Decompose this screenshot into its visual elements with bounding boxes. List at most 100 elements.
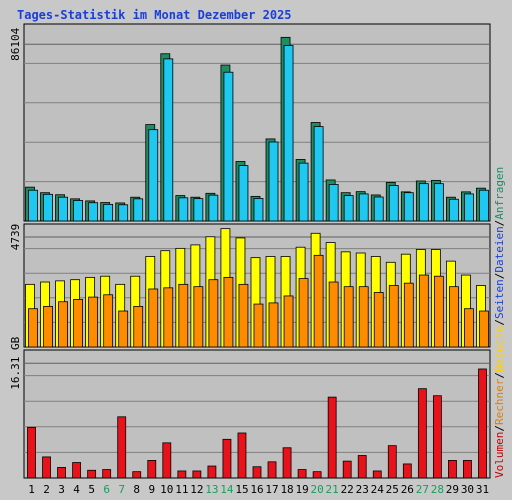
bar-dateien-day-11 [178,197,189,222]
bar-volumen-day-1 [27,426,36,479]
x-tick-label-day-9: 9 [148,483,155,496]
bar-dateien-day-23 [358,193,369,222]
bar-seiten-day-25 [388,285,399,348]
bar-dateien-day-13 [208,194,219,222]
bar-seiten-day-20 [313,254,324,348]
bar-seiten-day-29 [449,286,459,348]
x-tick-label-day-24: 24 [371,483,385,496]
bar-seiten-day-3 [58,301,68,348]
bar-seiten-day-13 [208,279,219,348]
bar-dateien-day-18 [283,45,294,222]
bar-seiten-day-30 [464,308,474,348]
bar-dateien-day-5 [88,202,99,222]
bar-volumen-day-21 [327,396,337,479]
bar-volumen-day-10 [162,442,172,479]
bar-volumen-day-26 [402,463,412,479]
bar-volumen-day-14 [222,438,232,479]
x-tick-label-day-10: 10 [160,483,173,496]
x-tick-label-day-18: 18 [280,483,293,496]
y-tick-label-top: 86104 [9,27,22,60]
bar-volumen-day-17 [267,461,277,479]
bar-volumen-day-13 [207,465,217,479]
bar-seiten-day-17 [268,302,279,348]
legend-entry-rechner: Rechner [493,378,506,425]
y-tick-label-middle: 4739 [9,224,22,251]
bar-seiten-day-28 [433,275,444,348]
bar-volumen-day-8 [132,471,142,479]
bar-dateien-day-7 [118,204,129,222]
x-tick-label-day-26: 26 [401,483,414,496]
bar-volumen-day-2 [42,456,51,479]
x-tick-label-day-23: 23 [356,483,369,496]
legend-separator: / [493,425,506,432]
bar-volumen-day-20 [312,471,322,479]
bar-dateien-day-2 [43,193,53,222]
bar-dateien-day-29 [449,198,459,222]
bar-seiten-day-23 [358,286,369,348]
panel-top: 86104 [9,23,491,222]
x-tick-label-day-14: 14 [220,483,234,496]
x-tick-label-day-13: 13 [205,483,218,496]
bar-seiten-day-14 [223,276,234,348]
bar-volumen-day-24 [372,470,382,479]
bar-dateien-day-12 [193,198,204,222]
panel-bottom-background [23,349,491,479]
x-tick-label-day-16: 16 [250,483,263,496]
bar-dateien-day-10 [163,58,174,222]
bar-volumen-day-15 [237,432,247,479]
bar-seiten-day-8 [133,305,144,348]
bar-seiten-day-16 [253,303,264,348]
bar-seiten-day-26 [403,282,414,348]
bar-volumen-day-28 [432,395,442,479]
bar-seiten-day-27 [418,274,429,348]
bar-seiten-day-5 [88,296,99,348]
bar-dateien-day-31 [479,189,489,222]
x-tick-label-day-28: 28 [431,483,444,496]
bar-seiten-day-11 [178,283,189,348]
x-tick-label-day-20: 20 [311,483,324,496]
bar-volumen-day-5 [87,469,97,479]
bar-dateien-day-14 [223,71,234,222]
bar-dateien-day-16 [253,198,264,222]
legend-separator: / [493,319,506,326]
y-tick-label-bottom: 16.31 GB [9,336,22,389]
bar-volumen-day-11 [177,470,187,479]
legend-entry-besuche: Besuche [493,326,506,372]
bar-dateien-day-3 [58,196,68,222]
bar-seiten-day-10 [163,287,174,348]
legend-separator: / [493,220,506,227]
bar-dateien-day-28 [433,183,444,222]
legend-text: Volumen/Rechner/Besuche/Seiten/Dateien/A… [493,167,506,478]
bar-dateien-day-21 [328,184,339,222]
panel-top-background [23,23,491,222]
bar-seiten-day-31 [479,310,489,348]
bar-seiten-day-12 [193,286,204,348]
bar-volumen-day-7 [117,416,127,479]
panel-bottom: 16.31 GB [9,336,491,479]
panel-middle: 4739 [9,223,491,348]
x-tick-label-day-21: 21 [326,483,339,496]
bar-dateien-day-19 [298,162,309,222]
bar-dateien-day-25 [388,185,399,222]
bar-volumen-day-18 [282,447,292,479]
bar-volumen-day-29 [448,460,457,479]
x-tick-label-day-5: 5 [88,483,95,496]
x-tick-label-day-22: 22 [341,483,354,496]
x-tick-label-day-19: 19 [295,483,308,496]
bar-seiten-day-19 [298,278,309,348]
bar-volumen-day-16 [252,466,262,479]
bar-dateien-day-26 [403,192,414,222]
bar-seiten-day-1 [28,308,38,348]
bar-volumen-day-25 [387,445,397,479]
bar-dateien-day-1 [28,189,38,222]
legend-entry-seiten: Seiten [493,279,506,319]
x-tick-label-day-7: 7 [118,483,125,496]
bar-dateien-day-6 [103,203,114,222]
bar-volumen-day-6 [102,469,112,479]
bar-volumen-day-19 [297,469,307,479]
bar-volumen-day-31 [478,368,487,479]
x-tick-label-day-8: 8 [133,483,140,496]
bar-seiten-day-21 [328,281,339,348]
bar-dateien-day-22 [343,195,354,222]
